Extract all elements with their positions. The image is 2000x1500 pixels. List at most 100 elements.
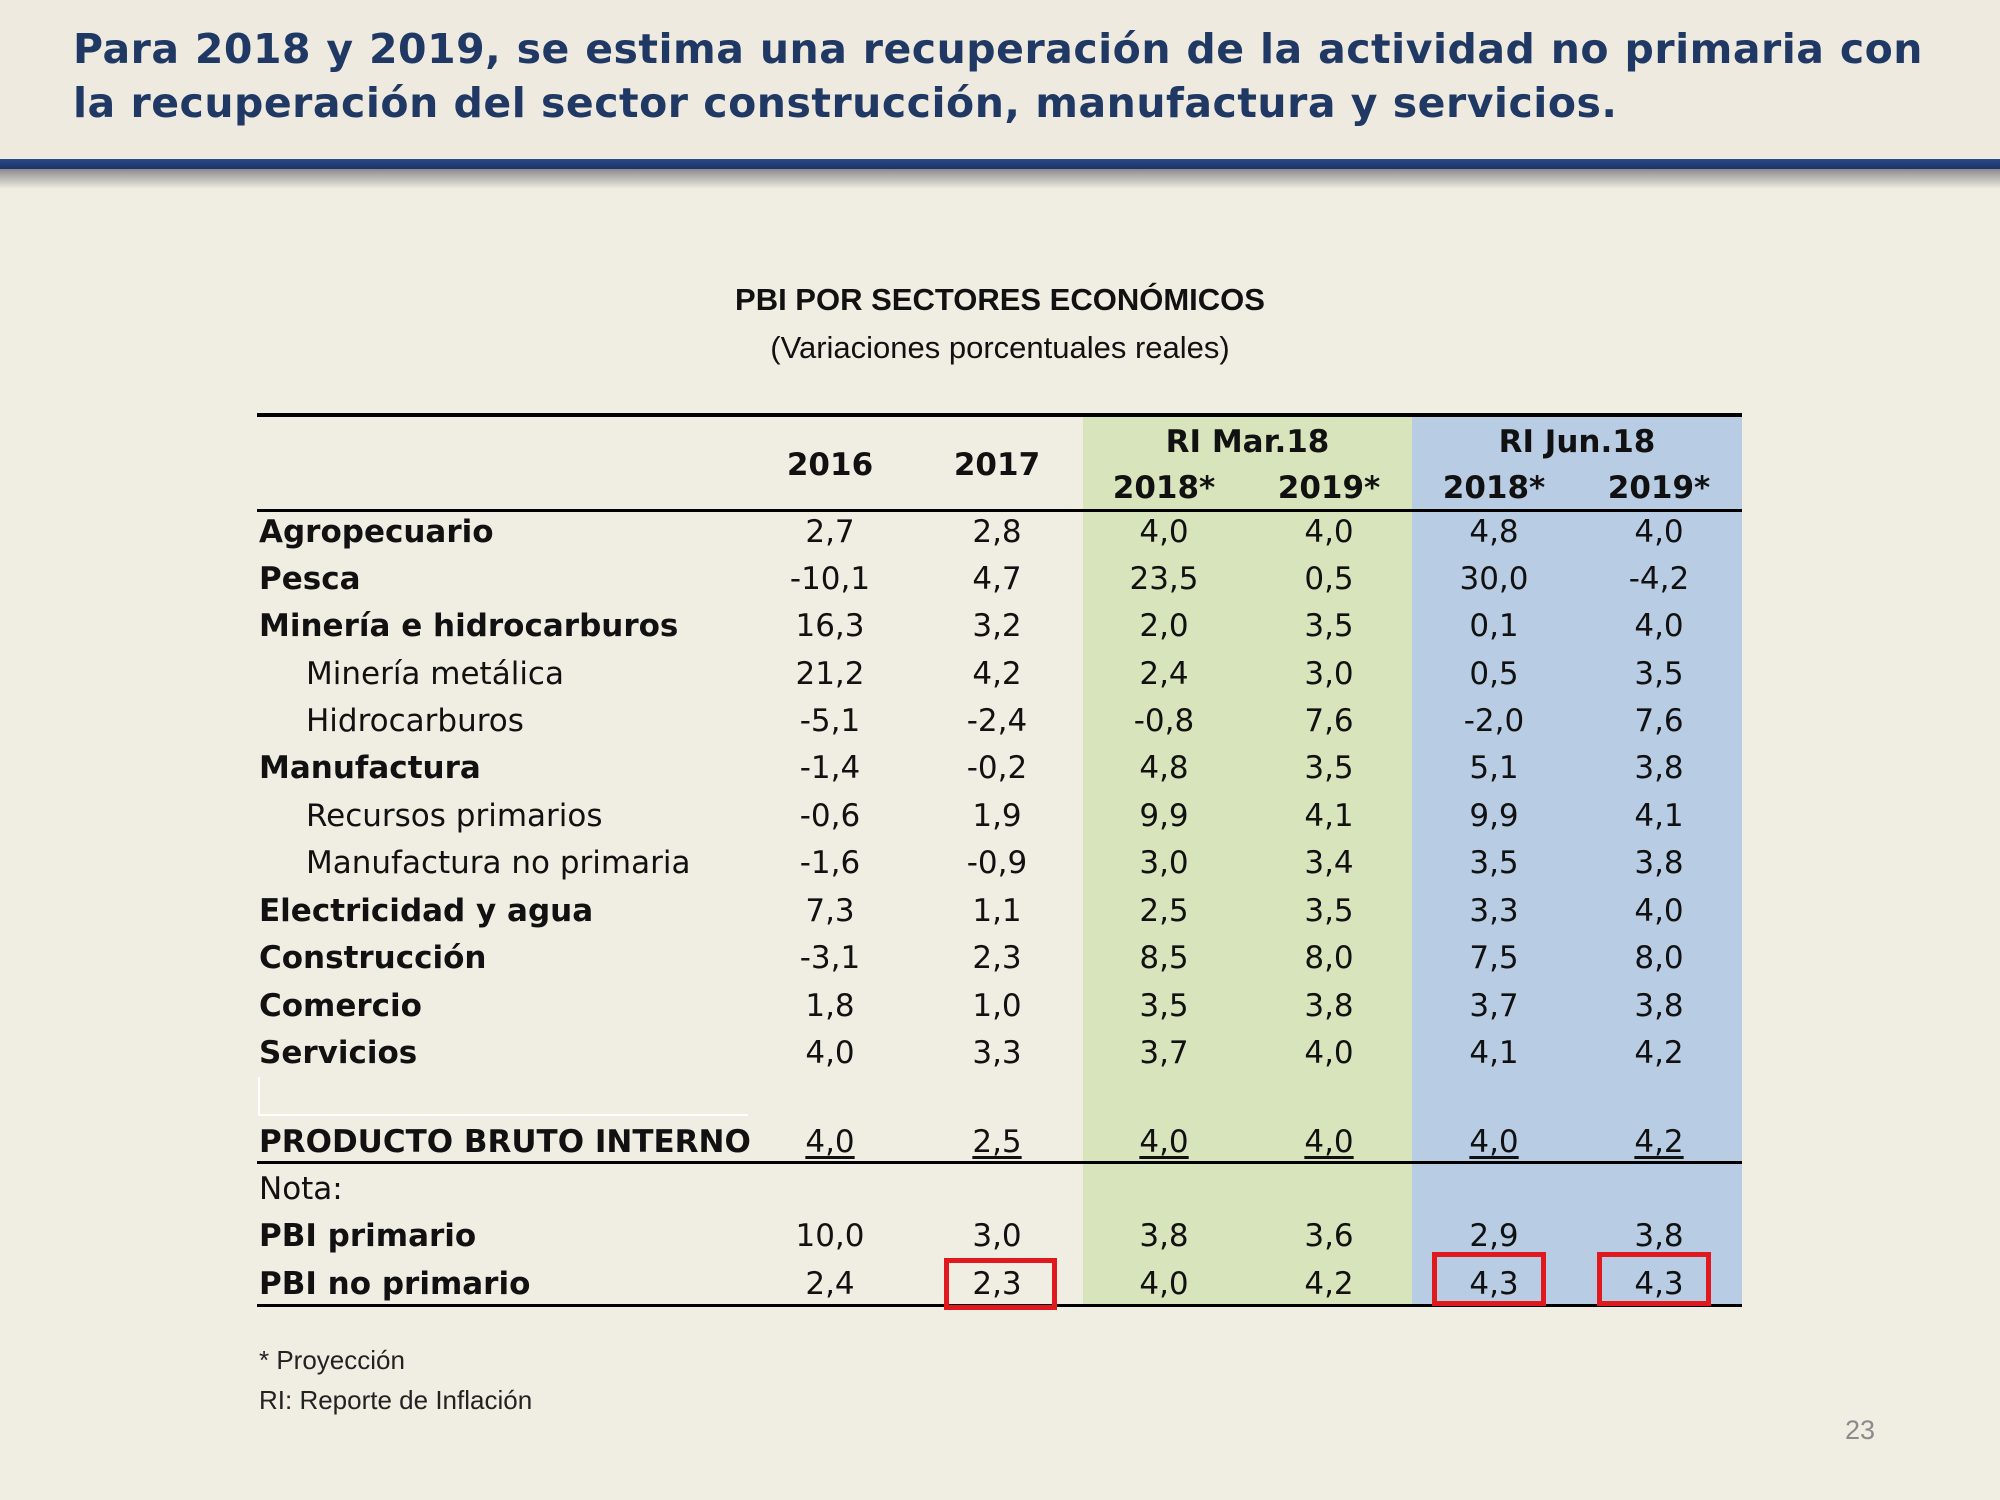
table-gap-mark [258, 1077, 260, 1115]
column-header: 2018* [1442, 470, 1546, 506]
table-cell: -5,1 [799, 703, 861, 739]
slide-headline: Para 2018 y 2019, se estima una recupera… [73, 25, 1923, 127]
table-cell: 3,5 [1634, 656, 1684, 692]
table-cell: 4,2 [1304, 1266, 1354, 1302]
table-cell: -2,0 [1463, 703, 1525, 739]
table-cell: 4,0 [1304, 514, 1354, 550]
table-cell: 3,0 [1139, 845, 1189, 881]
table-cell: 4,0 [1634, 608, 1684, 644]
table-cell: 2,8 [972, 514, 1022, 550]
header-rule-shadow [0, 169, 2000, 189]
table-cell: 3,5 [1139, 988, 1189, 1024]
table-cell: 4,3 [1469, 1266, 1519, 1302]
table-total-rule [257, 1161, 1742, 1164]
table-cell: 4,8 [1469, 514, 1519, 550]
table-subtitle: (Variaciones porcentuales reales) [770, 330, 1230, 365]
ri-mar18-band [1083, 416, 1412, 1305]
highlight-box [1597, 1252, 1711, 1306]
table-cell: 4,2 [1634, 1035, 1684, 1071]
table-cell: 4,0 [1634, 514, 1684, 550]
table-cell: 3,8 [1304, 988, 1354, 1024]
table-cell: 10,0 [795, 1218, 865, 1254]
table-cell: 3,0 [1304, 656, 1354, 692]
table-cell: -2,4 [966, 703, 1028, 739]
highlight-box [1432, 1252, 1546, 1306]
row-label: Electricidad y agua [259, 893, 594, 929]
footnote-projection: * Proyección [259, 1345, 405, 1375]
table-cell: 2,3 [972, 1266, 1022, 1302]
table-cell: 1,1 [972, 893, 1022, 929]
column-header: 2017 [953, 447, 1041, 483]
row-label: Construcción [259, 940, 487, 976]
table-cell: 3,8 [1634, 845, 1684, 881]
column-header: 2019* [1277, 470, 1381, 506]
slide-header [0, 0, 2000, 158]
row-label: Minería metálica [306, 656, 564, 692]
table-cell: 2,5 [972, 1124, 1022, 1160]
table-cell: -0,8 [1133, 703, 1195, 739]
table-cell: 2,7 [805, 514, 855, 550]
table-cell: 3,8 [1139, 1218, 1189, 1254]
table-cell: 3,5 [1304, 893, 1354, 929]
row-label: Pesca [259, 561, 361, 597]
table-cell: 9,9 [1139, 798, 1189, 834]
table-cell: -3,1 [799, 940, 861, 976]
table-cell: 4,0 [805, 1035, 855, 1071]
table-cell: 3,6 [1304, 1218, 1354, 1254]
table-header-rule [257, 509, 1742, 512]
table-cell: 3,5 [1304, 750, 1354, 786]
row-label: Manufactura no primaria [306, 845, 691, 881]
column-header: 2018* [1112, 470, 1216, 506]
row-label: Servicios [259, 1035, 418, 1071]
table-cell: 4,1 [1634, 798, 1684, 834]
group-header-jun18: RI Jun.18 [1498, 424, 1656, 460]
table-gap-mark [258, 1114, 748, 1116]
table-cell: 0,5 [1304, 561, 1354, 597]
table-cell: 4,2 [1634, 1124, 1684, 1160]
table-cell: 4,2 [972, 656, 1022, 692]
table-cell: 4,8 [1139, 750, 1189, 786]
row-label: Hidrocarburos [306, 703, 524, 739]
row-label: Manufactura [259, 750, 481, 786]
table-cell: 8,0 [1304, 940, 1354, 976]
table-cell: 4,0 [1139, 514, 1189, 550]
row-label: PBI no primario [259, 1266, 531, 1302]
table-cell: 4,0 [1139, 1124, 1189, 1160]
table-cell: 3,2 [972, 608, 1022, 644]
ri-jun18-band [1412, 416, 1742, 1305]
table-cell: 2,9 [1469, 1218, 1519, 1254]
table-cell: 23,5 [1129, 561, 1199, 597]
table-cell: 2,4 [1139, 656, 1189, 692]
column-header: 2019* [1607, 470, 1711, 506]
page-number: 23 [1845, 1415, 1876, 1445]
table-cell: 4,1 [1469, 1035, 1519, 1071]
table-cell: 16,3 [795, 608, 865, 644]
table-cell: 8,5 [1139, 940, 1189, 976]
table-cell: 7,6 [1304, 703, 1354, 739]
table-cell: 4,0 [1469, 1124, 1519, 1160]
table-cell: 0,1 [1469, 608, 1519, 644]
table-cell: -1,4 [799, 750, 861, 786]
table-cell: 3,7 [1469, 988, 1519, 1024]
group-header-mar18: RI Mar.18 [1165, 424, 1330, 460]
table-cell: 3,8 [1634, 1218, 1684, 1254]
table-cell: 4,7 [972, 561, 1022, 597]
table-cell: 4,0 [1139, 1266, 1189, 1302]
table-cell: 3,4 [1304, 845, 1354, 881]
table-cell: 4,0 [1304, 1035, 1354, 1071]
row-label: Minería e hidrocarburos [259, 608, 679, 644]
table-cell: -0,6 [799, 798, 861, 834]
table-cell: 2,4 [805, 1266, 855, 1302]
table-cell: 9,9 [1469, 798, 1519, 834]
table-cell: 3,7 [1139, 1035, 1189, 1071]
table-cell: 4,1 [1304, 798, 1354, 834]
table-cell: -0,2 [966, 750, 1028, 786]
table-cell: 3,0 [972, 1218, 1022, 1254]
table-cell: 4,0 [1304, 1124, 1354, 1160]
footnote-ri: RI: Reporte de Inflación [259, 1385, 533, 1415]
table-cell: 7,6 [1634, 703, 1684, 739]
nota-label: Nota: [259, 1171, 343, 1207]
table-top-rule [257, 413, 1742, 417]
table-cell: 3,8 [1634, 750, 1684, 786]
table-title: PBI POR SECTORES ECONÓMICOS [735, 282, 1265, 317]
